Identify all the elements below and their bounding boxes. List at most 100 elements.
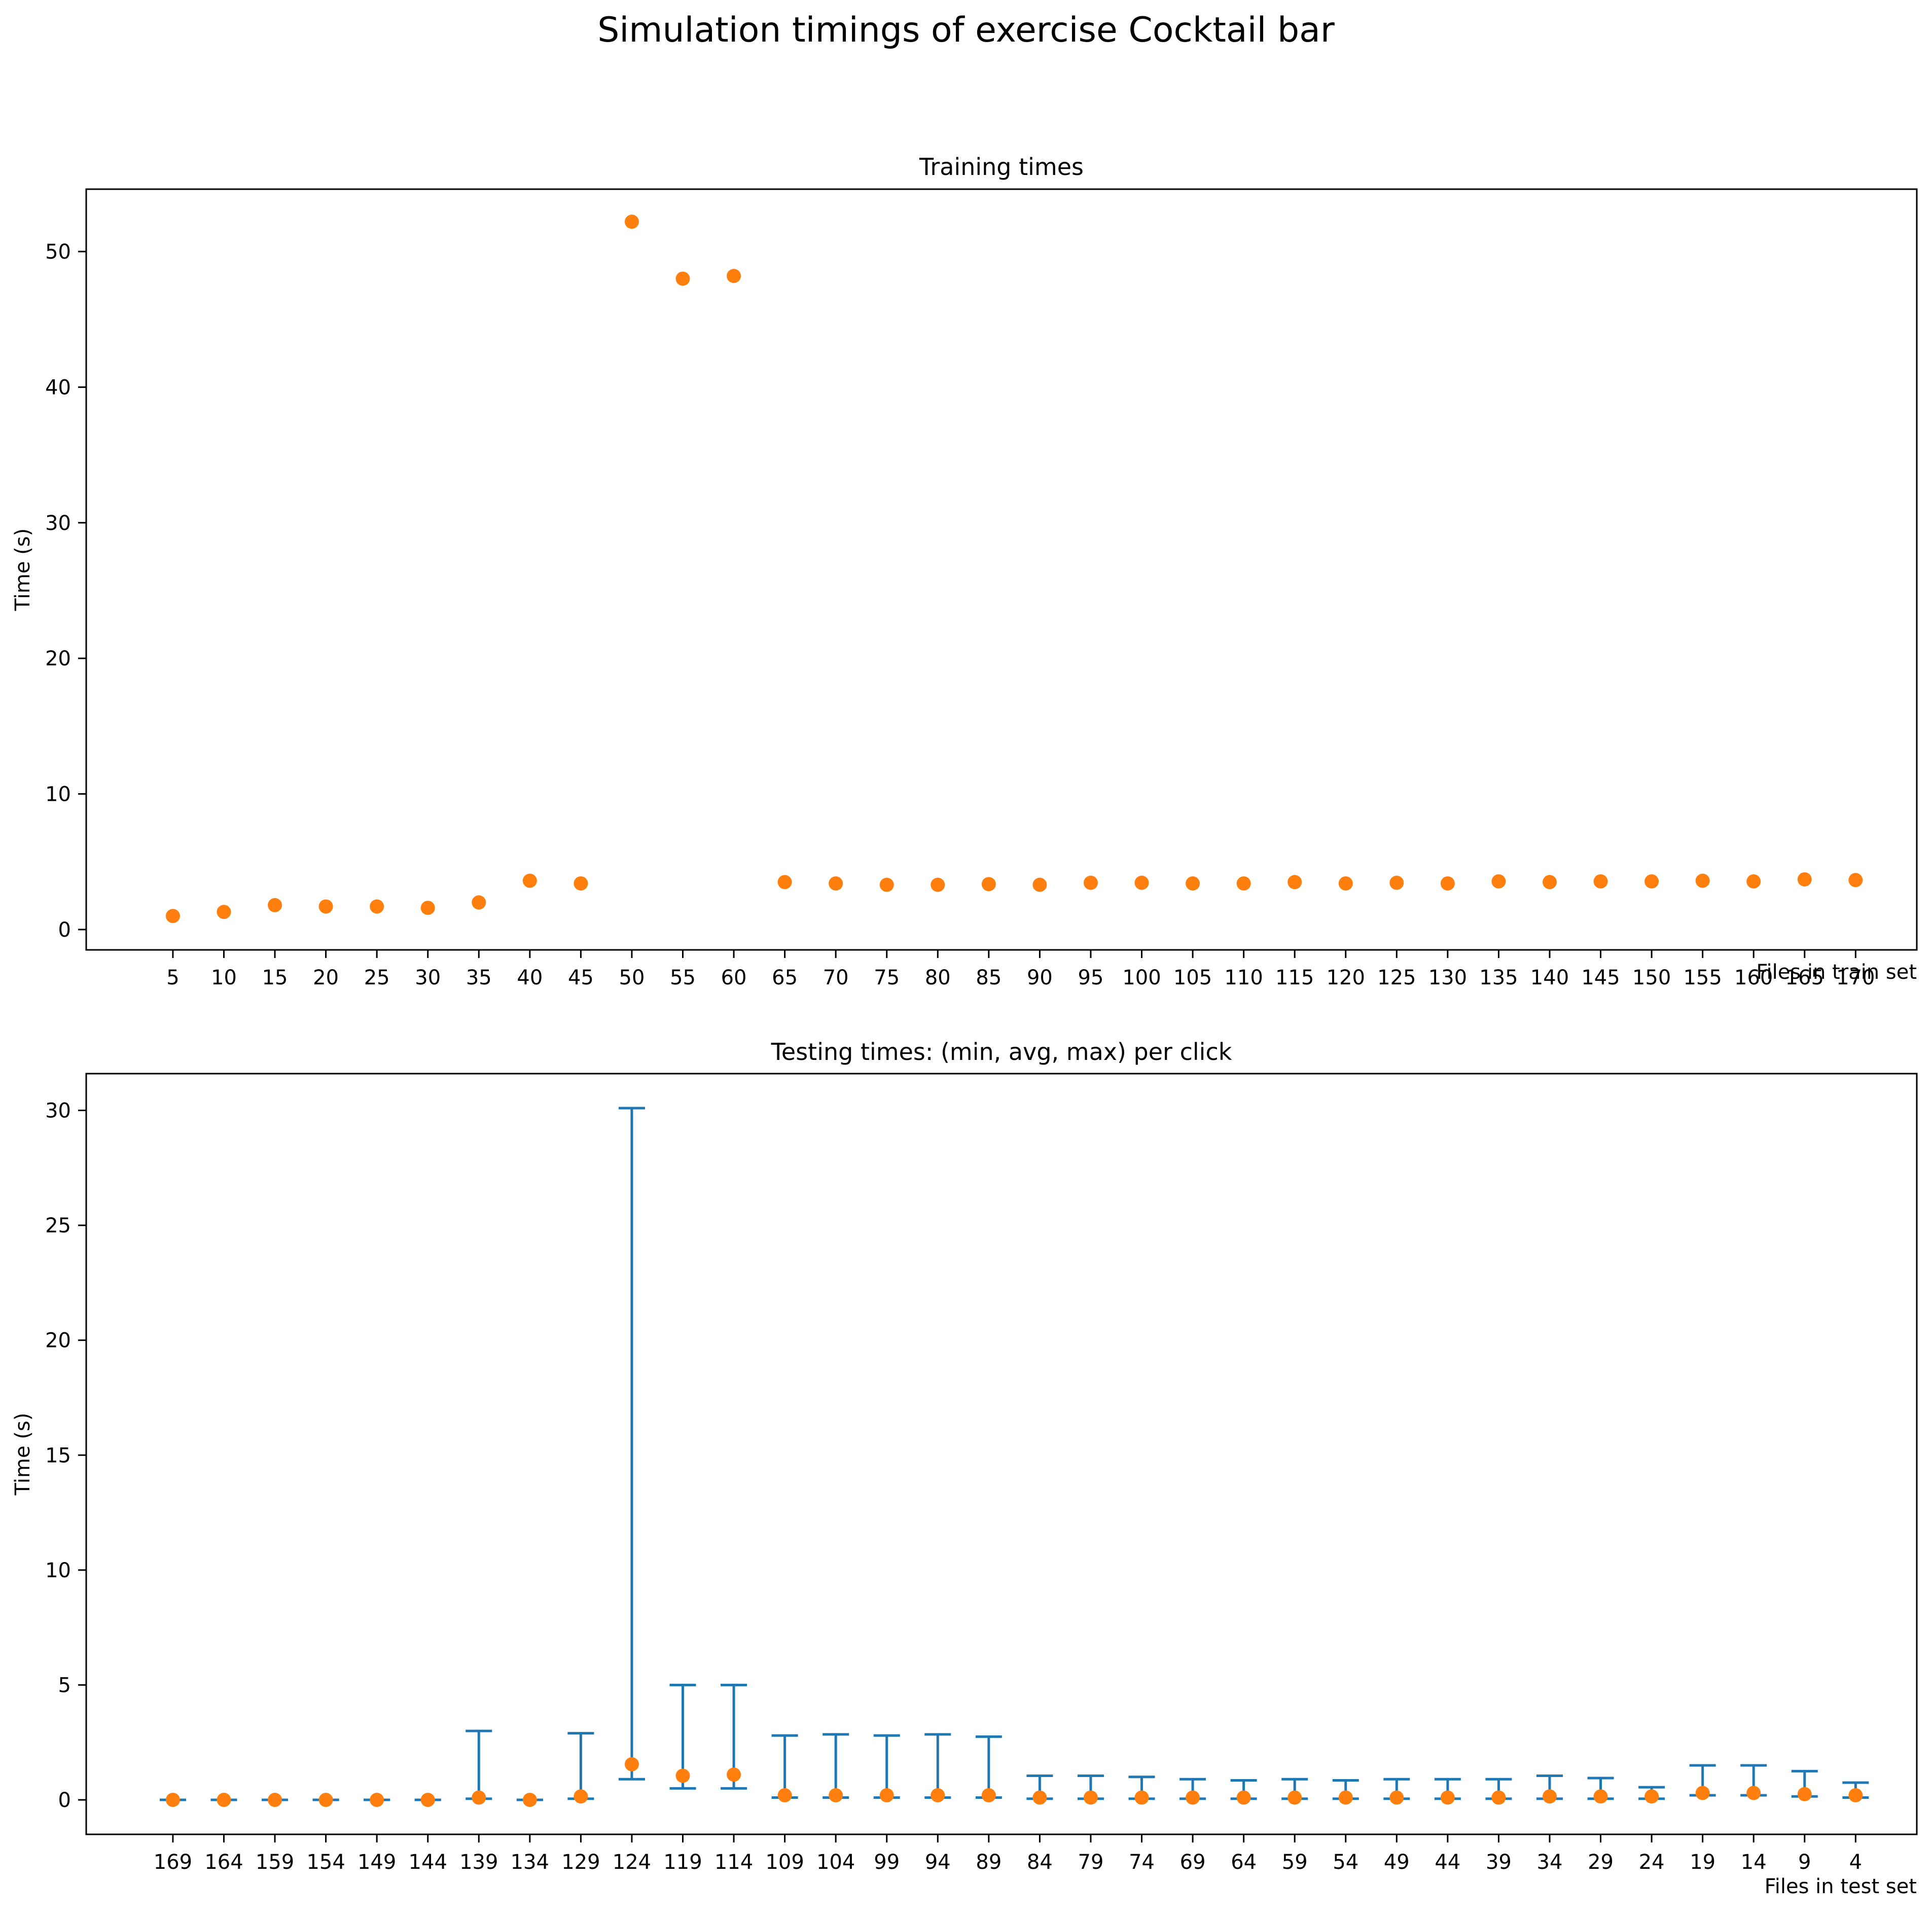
testing-times-panel: Testing times: (min, avg, max) per click… xyxy=(11,1038,1918,1898)
x-tick-label: 84 xyxy=(1027,1851,1053,1874)
avg-point xyxy=(1593,1789,1608,1804)
x-tick-label: 144 xyxy=(409,1851,447,1874)
data-point xyxy=(624,215,639,229)
avg-point xyxy=(1338,1790,1353,1805)
data-point xyxy=(879,877,894,892)
data-point xyxy=(1389,875,1404,890)
avg-point xyxy=(1542,1789,1557,1804)
data-point xyxy=(318,899,333,914)
data-point xyxy=(1440,876,1455,891)
x-tick-label: 155 xyxy=(1683,966,1722,989)
x-tick-label: 15 xyxy=(262,966,288,989)
x-tick-label: 169 xyxy=(154,1851,192,1874)
x-tick-label: 29 xyxy=(1588,1851,1614,1874)
x-tick-label: 125 xyxy=(1377,966,1416,989)
avg-point xyxy=(1695,1786,1710,1800)
x-tick-label: 135 xyxy=(1479,966,1518,989)
avg-point xyxy=(165,1793,180,1807)
data-point xyxy=(829,876,843,891)
avg-point xyxy=(1440,1790,1455,1805)
x-tick-label: 139 xyxy=(459,1851,498,1874)
x-tick-label: 44 xyxy=(1435,1851,1460,1874)
data-point xyxy=(574,876,588,891)
data-point xyxy=(1848,873,1863,888)
x-tick-label: 4 xyxy=(1849,1851,1862,1874)
training-times-panel: Training times 0 10 20 30 40 50 5 10 15 20 25 30 35 40… xyxy=(11,153,1918,989)
avg-point xyxy=(472,1790,486,1805)
x-tick-label: 140 xyxy=(1530,966,1569,989)
x-tick-label: 124 xyxy=(613,1851,651,1874)
avg-point xyxy=(727,1767,741,1782)
y-tick-label: 0 xyxy=(58,1789,71,1812)
x-tick-label: 25 xyxy=(364,966,390,989)
avg-point xyxy=(1236,1790,1251,1805)
x-tick-label: 165 xyxy=(1785,966,1824,989)
x-tick-label: 130 xyxy=(1428,966,1467,989)
data-point xyxy=(1695,873,1710,888)
avg-point xyxy=(1186,1790,1200,1805)
x-tick-label: 45 xyxy=(568,966,594,989)
data-point xyxy=(675,271,690,286)
data-point xyxy=(1287,875,1302,890)
data-point xyxy=(370,899,384,914)
figure-title: Simulation timings of exercise Cocktail … xyxy=(597,10,1335,50)
avg-point xyxy=(1644,1789,1659,1804)
y-tick-label: 25 xyxy=(45,1214,71,1237)
y-tick-label: 15 xyxy=(45,1444,71,1467)
y-tick-label: 5 xyxy=(58,1674,71,1697)
x-tick-label: 104 xyxy=(816,1851,855,1874)
x-tick-label: 110 xyxy=(1224,966,1263,989)
y-axis-label: Time (s) xyxy=(11,528,34,612)
x-tick-label: 105 xyxy=(1173,966,1212,989)
x-tick-label: 80 xyxy=(925,966,951,989)
x-tick-label: 59 xyxy=(1282,1851,1308,1874)
x-tick-label: 150 xyxy=(1632,966,1671,989)
avg-point xyxy=(1083,1790,1098,1805)
x-tick-label: 75 xyxy=(874,966,900,989)
avg-point xyxy=(1134,1790,1149,1805)
avg-point xyxy=(675,1768,690,1783)
x-tick-label: 134 xyxy=(511,1851,549,1874)
avg-point xyxy=(1491,1790,1506,1805)
avg-point xyxy=(931,1788,945,1802)
data-point xyxy=(1746,874,1761,889)
x-tick-label: 20 xyxy=(313,966,339,989)
avg-point xyxy=(1389,1790,1404,1805)
x-tick-label: 94 xyxy=(925,1851,951,1874)
avg-point xyxy=(1287,1790,1302,1805)
x-tick-label: 54 xyxy=(1333,1851,1358,1874)
avg-point xyxy=(879,1788,894,1802)
y-tick-label: 0 xyxy=(58,918,71,942)
avg-point xyxy=(268,1793,282,1807)
avg-point xyxy=(318,1793,333,1807)
x-tick-label: 159 xyxy=(256,1851,294,1874)
x-tick-label: 34 xyxy=(1537,1851,1563,1874)
x-tick-label: 55 xyxy=(670,966,696,989)
data-point xyxy=(1134,875,1149,890)
x-tick-label: 154 xyxy=(306,1851,345,1874)
x-tick-label: 160 xyxy=(1734,966,1773,989)
y-tick-label: 30 xyxy=(45,1099,71,1123)
x-tick-label: 30 xyxy=(415,966,441,989)
data-point xyxy=(1542,875,1557,890)
x-tick-label: 64 xyxy=(1231,1851,1257,1874)
data-point xyxy=(522,873,537,888)
x-tick-label: 19 xyxy=(1690,1851,1715,1874)
x-tick-label: 95 xyxy=(1078,966,1104,989)
data-point xyxy=(727,269,741,283)
data-point xyxy=(931,877,945,892)
data-point xyxy=(472,895,486,910)
avg-point xyxy=(574,1789,588,1804)
y-tick-label: 10 xyxy=(45,1559,71,1582)
x-tick-label: 74 xyxy=(1129,1851,1155,1874)
y-axis-label: Time (s) xyxy=(11,1413,34,1496)
x-tick-label: 65 xyxy=(772,966,798,989)
x-tick-label: 5 xyxy=(166,966,179,989)
data-point xyxy=(1338,876,1353,891)
x-tick-label: 89 xyxy=(976,1851,1001,1874)
x-tick-label: 119 xyxy=(663,1851,702,1874)
avg-point xyxy=(624,1757,639,1771)
data-point xyxy=(1032,877,1047,892)
x-tick-label: 120 xyxy=(1327,966,1365,989)
avg-point xyxy=(1746,1786,1761,1800)
